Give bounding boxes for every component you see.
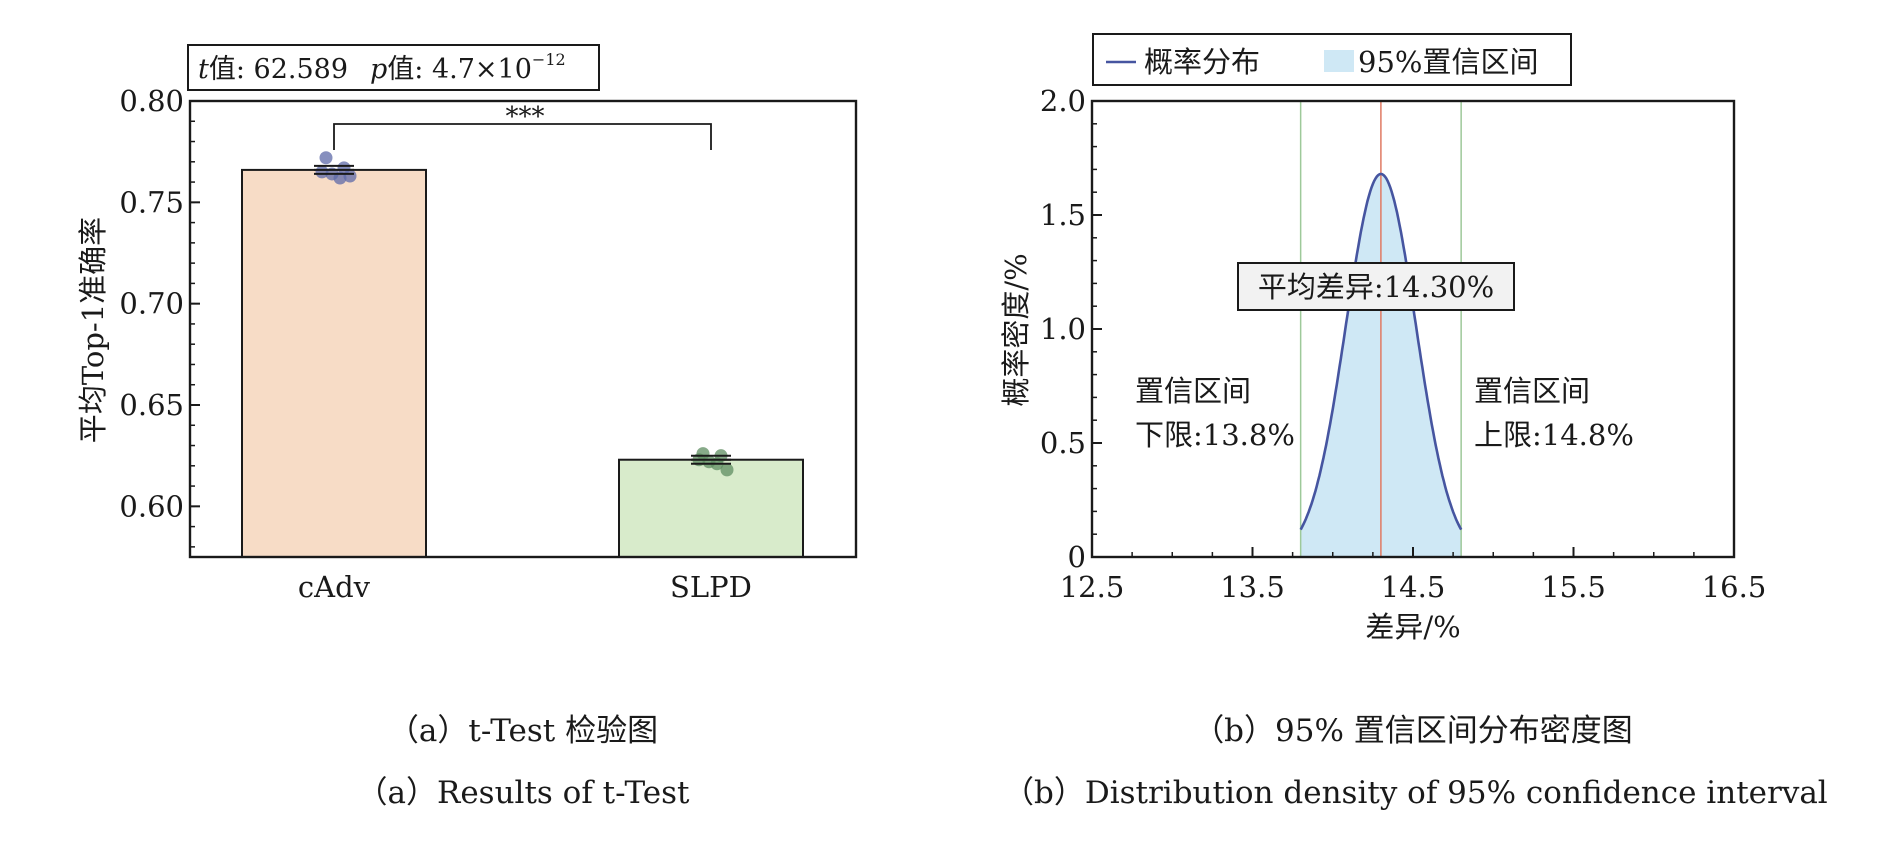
panel-a-y-axis-label: 平均Top-1准确率 [76,217,110,443]
x-tick-label: 14.5 [1381,570,1446,604]
y-tick-label: 0.65 [119,388,184,422]
caption-a-chinese: （a）t-Test 检验图 [387,713,659,749]
mean-label-box [1237,262,1515,311]
panel-b-y-axis-label: 概率密度/% [999,253,1033,406]
data-point-cadv [315,165,329,179]
x-tick-label: 16.5 [1702,570,1767,604]
legend-entry-density: 概率分布 [1144,45,1260,79]
data-point-cadv [343,169,357,183]
panel-b-y-axis: 0 0.5 1.0 1.5 2.0 [1040,84,1102,574]
panel-a-ttest-chart: 0.80 0.75 0.70 0.65 0.60 cAdv SLPD *** t值: 62… [76,44,858,604]
caption-a-english: （a）Results of t-Test [356,775,690,811]
data-point-cadv [319,151,333,165]
p-value: 值: 4.7×10 [387,54,532,85]
y-tick-label: 0.70 [119,287,184,321]
x-tick-label: 13.5 [1220,570,1285,604]
density-curve [1299,172,1463,531]
t-value: 值: 62.589 [209,54,348,85]
ci-lower-label-line2: 下限:13.8% [1135,418,1295,452]
y-tick-label: 0 [1068,540,1086,574]
p-exponent: −12 [532,50,566,69]
data-point-slpd [702,455,716,469]
panel-b-x-axis: 12.5 13.5 14.5 15.5 16.5 [1060,547,1767,604]
y-tick-label: 0.75 [119,185,184,219]
y-tick-label: 1.0 [1040,312,1086,346]
bar-cadv [241,168,427,558]
legend-box [1092,33,1572,86]
caption-b-chinese: （b）95% 置信区间分布密度图 [1193,713,1633,749]
mean-label: 平均差异:14.30% [1258,270,1494,304]
x-tick-label-cadv: cAdv [298,570,371,604]
ci-upper-label-line2: 上限:14.8% [1474,418,1634,452]
stats-box [187,44,600,91]
stats-text: t值: 62.589 p值: 4.7×10−12 [198,50,566,85]
y-tick-label: 0.80 [119,84,184,118]
y-tick-label: 0.60 [119,489,184,523]
significance-bracket [333,123,712,150]
t-symbol: t [198,54,209,85]
caption-b-english: （b）Distribution density of 95% confidenc… [1003,775,1828,811]
data-point-slpd [720,463,734,477]
x-tick-label: 12.5 [1060,570,1125,604]
panel-a-plot-frame [188,99,858,559]
panel-b-density-curve [1299,172,1463,531]
panel-b-density-chart: 0 0.5 1.0 1.5 2.0 12.5 13.5 14.5 15.5 16.5 平均差异:… [999,33,1767,644]
legend-entry-ci: 95%置信区间 [1358,45,1538,79]
panel-a-x-axis: cAdv SLPD [298,570,752,604]
legend-ci-swatch [1324,50,1354,72]
panel-a-errorbars [314,164,731,465]
y-tick-label: 0.5 [1040,426,1086,460]
y-tick-label: 2.0 [1040,84,1086,118]
panel-b-reference-lines [1299,101,1462,557]
x-tick-label: 15.5 [1541,570,1606,604]
panel-a-bars [241,168,804,558]
significance-stars: *** [506,102,545,132]
x-tick-label-slpd: SLPD [670,570,752,604]
panel-b-x-axis-label: 差异/% [1365,610,1460,644]
y-tick-label: 1.5 [1040,198,1086,232]
bar-slpd [618,458,804,558]
panel-a-y-axis: 0.80 0.75 0.70 0.65 0.60 [119,84,200,548]
ci-lower-label-line1: 置信区间 [1135,374,1251,408]
p-symbol: p [370,54,387,85]
ci-upper-label-line1: 置信区间 [1474,374,1590,408]
